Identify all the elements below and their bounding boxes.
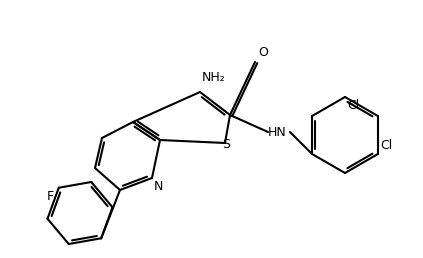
Text: HN: HN bbox=[268, 125, 287, 139]
Text: N: N bbox=[154, 180, 163, 193]
Text: F: F bbox=[47, 190, 54, 203]
Text: Cl: Cl bbox=[347, 99, 359, 112]
Text: S: S bbox=[222, 139, 230, 151]
Text: Cl: Cl bbox=[380, 139, 392, 152]
Text: NH₂: NH₂ bbox=[202, 71, 226, 84]
Text: O: O bbox=[258, 46, 268, 59]
